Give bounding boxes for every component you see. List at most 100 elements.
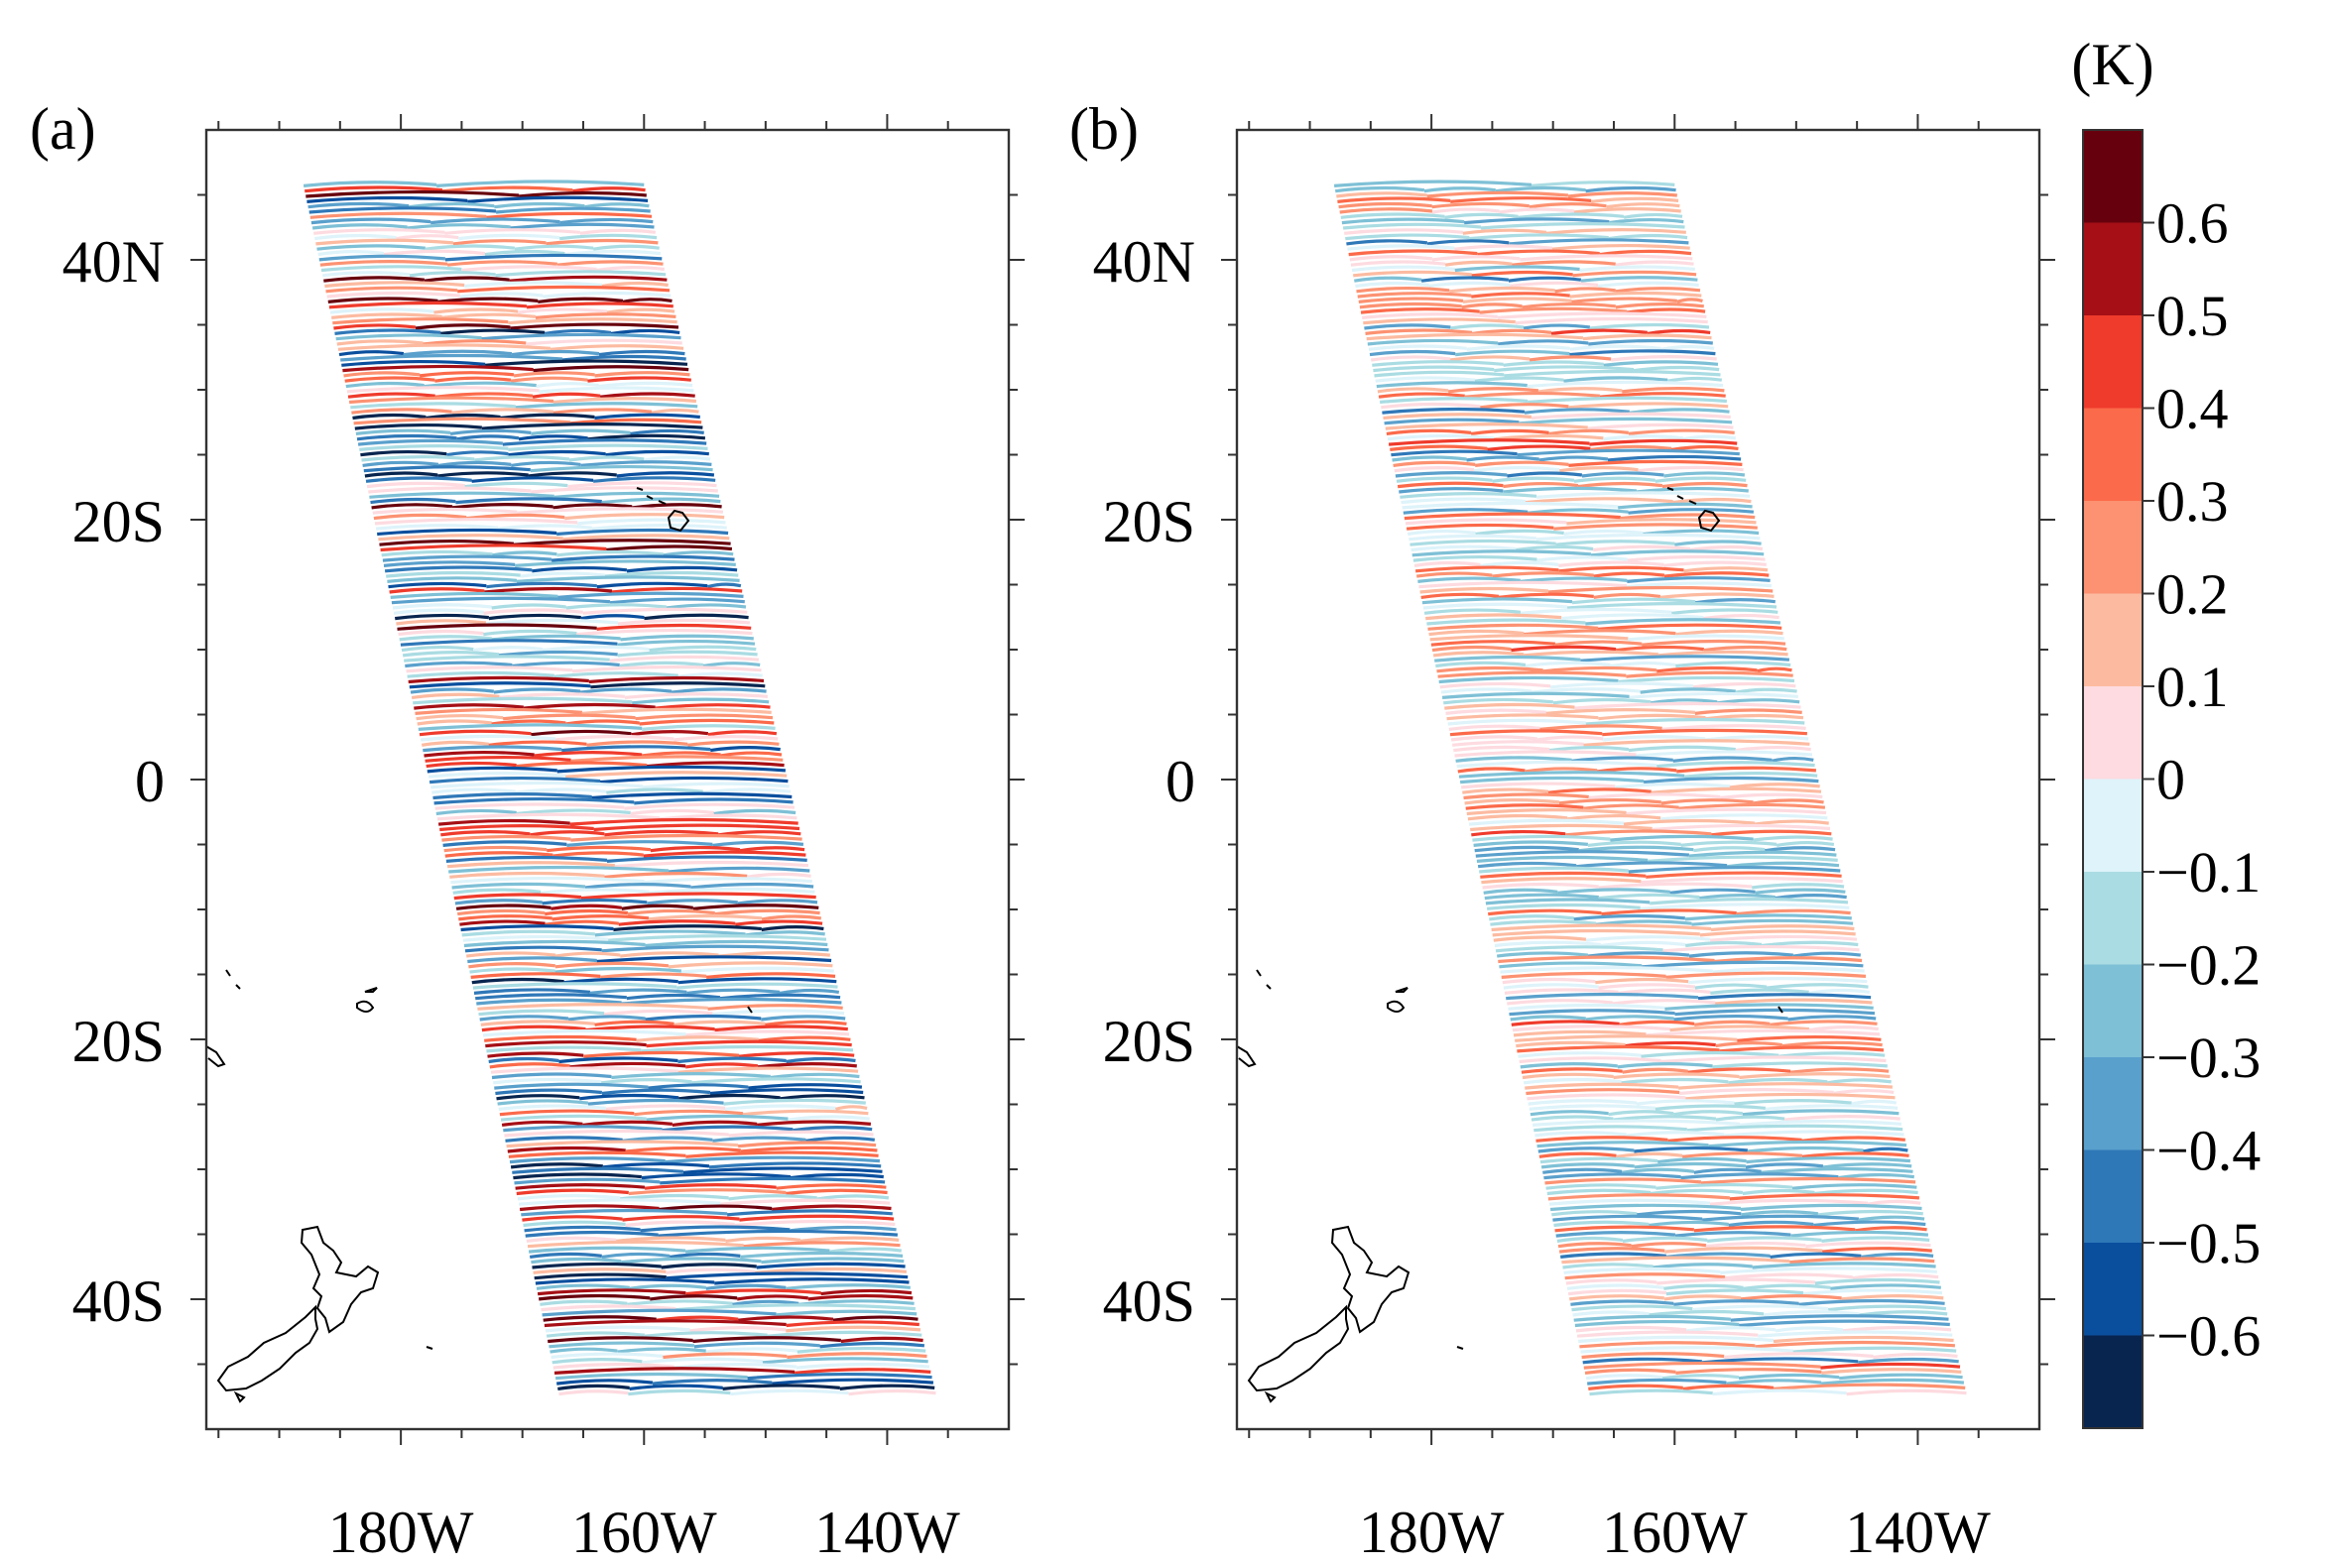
data-segment — [544, 328, 612, 335]
data-segment — [1519, 1056, 1661, 1064]
data-segment — [1622, 386, 1725, 394]
data-segment — [1773, 1383, 1966, 1390]
data-segment — [1699, 929, 1856, 937]
data-segment — [1629, 691, 1799, 699]
data-segment — [446, 861, 616, 869]
data-segment — [533, 365, 689, 373]
data-segment — [1709, 934, 1858, 942]
data-segment — [409, 271, 496, 278]
data-segment — [516, 1188, 629, 1196]
data-segment — [558, 1389, 629, 1396]
data-segment — [556, 765, 787, 774]
data-segment — [1475, 850, 1690, 858]
data-segment — [1432, 651, 1525, 658]
data-segment — [1684, 913, 1852, 921]
data-segment — [1387, 433, 1495, 441]
data-segment — [798, 1299, 915, 1306]
data-segment — [1711, 829, 1832, 837]
data-segment — [1610, 661, 1676, 668]
data-segment — [1542, 1167, 1623, 1174]
data-segment — [431, 787, 516, 794]
data-segment — [663, 550, 734, 557]
data-segment — [1659, 813, 1828, 821]
data-segment — [522, 1215, 623, 1222]
data-segment — [1527, 380, 1724, 389]
data-segment — [1787, 1015, 1877, 1022]
data-segment — [1655, 1183, 1793, 1190]
data-segment — [357, 438, 503, 446]
data-segment — [674, 1363, 797, 1370]
data-segment — [565, 603, 667, 610]
data-segment — [626, 565, 738, 573]
data-segment — [1740, 1294, 1842, 1301]
x-tick-label: 160W — [571, 1500, 717, 1565]
data-segment — [529, 1252, 602, 1259]
data-segment — [1627, 554, 1766, 562]
data-segment — [1531, 181, 1675, 187]
data-segment — [677, 977, 837, 985]
data-segment — [1390, 444, 1488, 451]
data-segment — [487, 1051, 584, 1058]
data-segment — [1402, 501, 1619, 510]
data-segment — [762, 1357, 928, 1365]
data-segment — [570, 755, 784, 763]
data-segment — [1443, 697, 1553, 705]
data-segment — [1861, 1252, 1934, 1259]
data-segment — [319, 260, 448, 267]
data-segment — [1735, 745, 1811, 753]
data-segment — [518, 190, 647, 198]
data-segment — [712, 1009, 845, 1017]
colorbar-segment — [2083, 1335, 2143, 1429]
data-segment — [796, 1362, 930, 1370]
data-segment — [1561, 1256, 1790, 1265]
data-segment — [756, 1120, 872, 1127]
data-segment — [474, 455, 570, 462]
data-segment — [1625, 1040, 1716, 1048]
data-segment — [1638, 465, 1744, 473]
data-segment — [1582, 1357, 1702, 1365]
data-segment — [1563, 529, 1644, 537]
data-segment — [1551, 1210, 1638, 1217]
data-segment — [503, 1125, 663, 1133]
data-segment — [423, 745, 562, 753]
data-segment — [1471, 270, 1573, 278]
data-segment — [464, 281, 603, 289]
data-segment — [1729, 783, 1820, 789]
data-segment — [666, 603, 747, 610]
data-segment — [1397, 481, 1504, 489]
data-segment — [1499, 961, 1643, 969]
data-segment — [634, 1109, 744, 1117]
data-segment — [534, 751, 643, 758]
data-segment — [747, 872, 811, 879]
data-segment — [1461, 782, 1616, 789]
colorbar-segment — [2083, 501, 2143, 594]
data-segment — [528, 471, 617, 478]
data-segment — [1426, 239, 1510, 246]
data-segment — [492, 550, 557, 557]
data-segment — [1712, 1061, 1888, 1069]
data-segment — [309, 211, 487, 219]
data-segment — [369, 491, 554, 499]
data-segment — [1466, 344, 1570, 351]
data-segment — [1753, 798, 1824, 805]
data-segment — [1577, 481, 1663, 489]
data-segment — [691, 1077, 861, 1085]
data-segment — [1494, 365, 1635, 373]
data-segment — [471, 476, 594, 483]
data-segment — [486, 1045, 642, 1053]
data-segment — [1578, 1335, 1775, 1344]
data-segment — [1481, 877, 1642, 885]
data-segment — [1765, 1104, 1899, 1111]
data-segment — [1512, 1025, 1670, 1032]
data-segment — [1752, 1262, 1936, 1269]
data-segment — [383, 560, 516, 567]
data-segment — [406, 665, 573, 673]
data-segment — [434, 392, 534, 399]
data-segment — [1437, 670, 1627, 678]
data-segment — [1755, 1340, 1956, 1349]
data-segment — [512, 661, 620, 668]
data-segment — [408, 675, 589, 684]
data-segment — [1383, 413, 1532, 421]
data-segment — [1628, 508, 1755, 515]
data-segment — [641, 751, 721, 758]
